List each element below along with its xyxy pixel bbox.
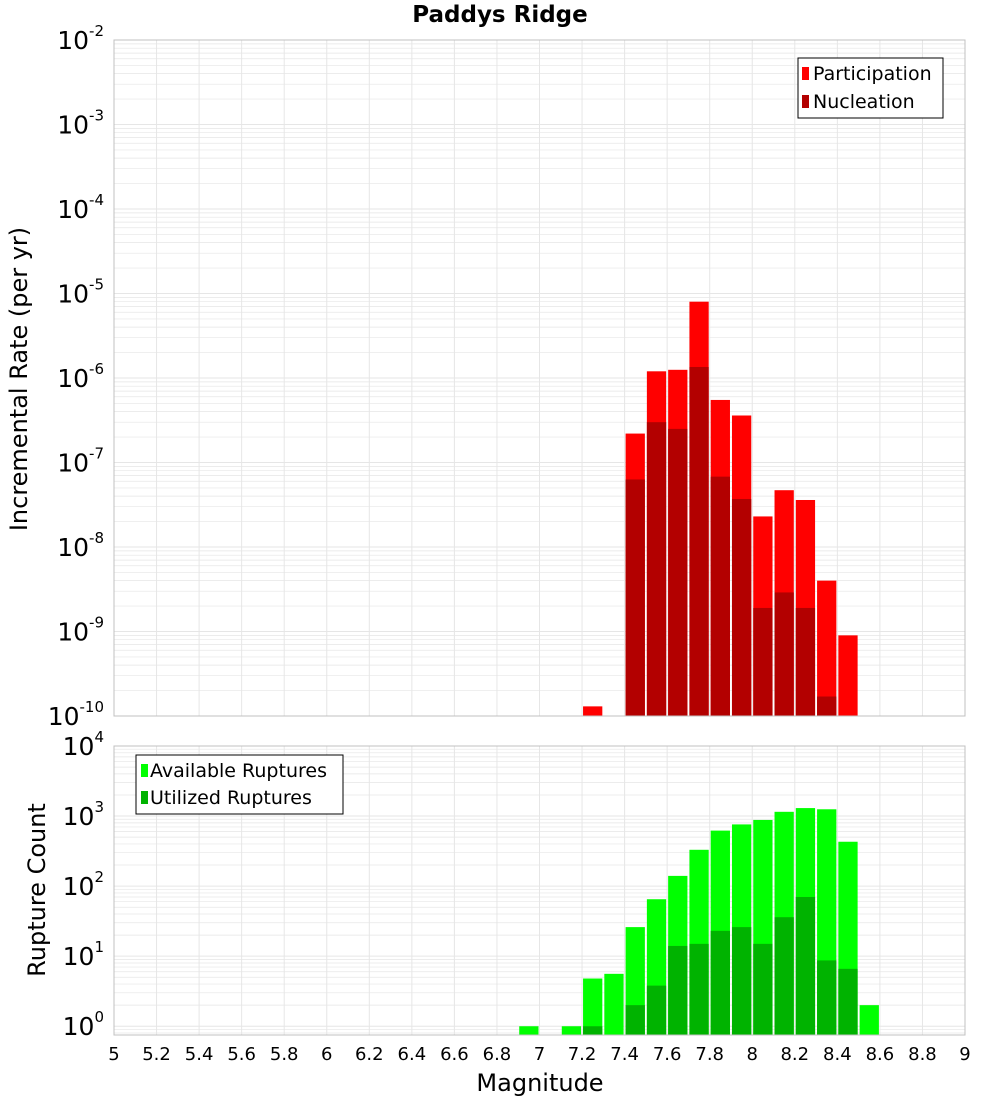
participation-bar [817,580,837,716]
x-tick-label: 6.2 [355,1044,384,1065]
utilized-bar [710,930,730,1035]
nucleation-bar [668,428,688,716]
x-tick-label: 6 [321,1044,332,1065]
top-grid [113,39,966,717]
x-tick-label: 5.4 [185,1044,214,1065]
x-tick-label: 7.8 [695,1044,724,1065]
top-bars [583,301,858,716]
x-tick-label: 5.8 [270,1044,299,1065]
bottom-panel: 104 103 102 101 100 Rupture Count Available … [23,728,966,1041]
participation-bar [838,635,858,716]
nucleation-bar [774,592,794,716]
x-tick-label: 8.8 [908,1044,937,1065]
available-legend-swatch [141,764,148,777]
x-tick-label: 7.6 [653,1044,682,1065]
top-y-tick-label: 10-6 [57,360,104,393]
chart-title: Paddys Ridge [412,2,588,28]
x-axis-label: Magnitude [476,1069,603,1097]
top-y-tick-label: 10-9 [57,614,104,647]
utilized-bar [795,896,816,1035]
bottom-legend: Available Ruptures Utilized Ruptures [135,754,344,815]
nucleation-bar [795,607,816,716]
x-tick-labels: 5 5.2 5.4 5.6 5.8 6 6.2 6.4 6.6 6.8 7 7.2 7.4 7.6 7.8 8… [108,1044,970,1065]
nucleation-legend-label: Nucleation [813,91,915,113]
top-y-tick-label: 10-10 [48,698,104,731]
nucleation-bar [817,696,837,716]
x-tick-label: 7.2 [568,1044,597,1065]
nucleation-bar [731,498,752,716]
utilized-bar [625,1005,645,1035]
x-tick-label: 7 [534,1044,545,1065]
utilized-bar [838,968,858,1035]
top-legend: Participation Nucleation [797,57,944,119]
top-y-tick-labels: 10-2 10-3 10-4 10-5 10-6 10-7 10-8 10-9 10-10 [48,22,104,731]
utilized-bar [689,943,709,1035]
participation-legend-label: Participation [813,63,932,85]
top-y-axis-label: Incremental Rate (per yr) [5,227,33,531]
top-y-tick-label: 10-7 [57,445,104,478]
top-plot-frame [113,39,966,717]
utilized-bar [646,985,667,1035]
available-legend-label: Available Ruptures [150,760,327,782]
bottom-legend-box [135,754,344,815]
bottom-y-tick-label: 103 [63,798,104,831]
utilized-bar [731,927,752,1035]
utilized-bar [583,1026,603,1035]
utilized-bar [668,945,688,1035]
bottom-y-tick-label: 101 [63,938,104,971]
top-panel: 10-2 10-3 10-4 10-5 10-6 10-7 10-8 10-9 10-10 In… [5,22,966,731]
top-y-tick-label: 10-2 [57,22,104,55]
nucleation-bar [646,422,667,716]
bottom-y-tick-label: 104 [63,728,104,761]
top-y-tick-label: 10-8 [57,529,104,562]
top-y-tick-label: 10-4 [57,191,104,224]
available-bar [583,978,603,1035]
utilized-bar [774,917,794,1035]
available-bar [604,973,624,1035]
nucleation-bar [625,479,645,716]
nucleation-legend-swatch [802,95,809,108]
nucleation-bar [710,476,730,716]
bottom-y-tick-label: 100 [63,1008,104,1041]
x-tick-label: 6.8 [483,1044,512,1065]
x-tick-label: 5 [108,1044,119,1065]
utilized-legend-swatch [141,791,148,804]
top-legend-box [797,57,944,119]
top-y-tick-label: 10-3 [57,107,104,140]
available-bar [519,1026,539,1035]
x-tick-label: 5.2 [142,1044,171,1065]
x-tick-label: 6.6 [440,1044,469,1065]
x-tick-label: 8.6 [866,1044,895,1065]
x-tick-label: 6.4 [398,1044,427,1065]
bottom-y-tick-labels: 104 103 102 101 100 [63,728,104,1041]
available-bar [561,1026,582,1035]
available-bar [859,1005,879,1035]
bottom-y-axis-label: Rupture Count [23,803,51,977]
bottom-plot-frame [113,745,966,1036]
x-tick-label: 8.2 [780,1044,809,1065]
utilized-bar [753,943,773,1035]
nucleation-bar [753,607,773,716]
participation-bar [583,706,603,716]
x-tick-label: 8.4 [823,1044,852,1065]
utilized-legend-label: Utilized Ruptures [150,787,312,809]
x-tick-label: 8 [747,1044,758,1065]
x-tick-label: 7.4 [610,1044,639,1065]
bottom-bars [519,808,879,1035]
top-y-tick-label: 10-5 [57,276,104,309]
participation-legend-swatch [802,67,809,80]
x-tick-label: 5.6 [227,1044,256,1065]
x-tick-label: 9 [959,1044,970,1065]
utilized-bar [817,960,837,1035]
nucleation-bar [689,366,709,716]
bottom-y-tick-label: 102 [63,868,104,901]
